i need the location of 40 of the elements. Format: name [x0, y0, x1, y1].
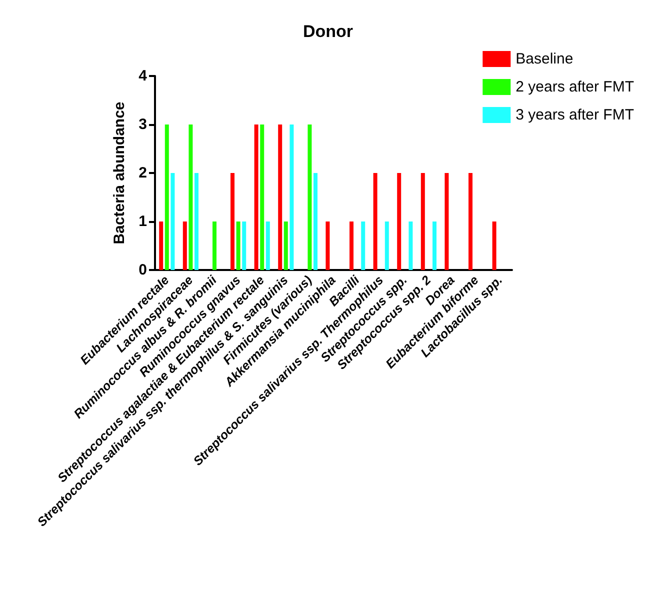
bar: [361, 222, 366, 270]
bar: [212, 222, 216, 270]
bar: [492, 222, 496, 270]
y-axis-title: Bacteria abundance: [111, 102, 128, 244]
bar: [468, 173, 472, 270]
bar: [432, 222, 436, 270]
bar: [188, 124, 193, 270]
bar: [326, 222, 330, 270]
bar: [290, 124, 294, 270]
bar: [397, 173, 402, 270]
bar: [194, 173, 198, 270]
bar: [373, 173, 378, 270]
bar: [236, 222, 240, 270]
legend-label: 3 years after FMT: [516, 106, 634, 124]
bar: [159, 222, 164, 270]
bar: [278, 124, 282, 270]
bar: [384, 222, 389, 270]
bar: [260, 124, 264, 270]
bar: [230, 173, 234, 270]
bar: [308, 124, 312, 270]
bar: [266, 222, 270, 270]
bar: [284, 222, 288, 270]
bar: [350, 222, 354, 270]
bar: [182, 222, 187, 270]
bar: [314, 173, 318, 270]
bar: [242, 222, 246, 270]
y-tick-label: 3: [138, 116, 147, 133]
y-tick-label: 2: [138, 164, 147, 182]
bar: [444, 173, 449, 270]
y-tick-label: 1: [138, 213, 147, 230]
bar: [170, 173, 175, 270]
y-tick-label: 4: [138, 68, 148, 84]
bar: [420, 173, 425, 270]
legend-label: 2 years after FMT: [516, 78, 634, 96]
y-tick-label: 0: [138, 262, 147, 278]
bar: [254, 124, 258, 270]
bar: [164, 124, 169, 270]
bar: [408, 222, 413, 270]
chart-title: Donor: [303, 22, 354, 41]
legend-label: Baseline: [516, 50, 574, 68]
